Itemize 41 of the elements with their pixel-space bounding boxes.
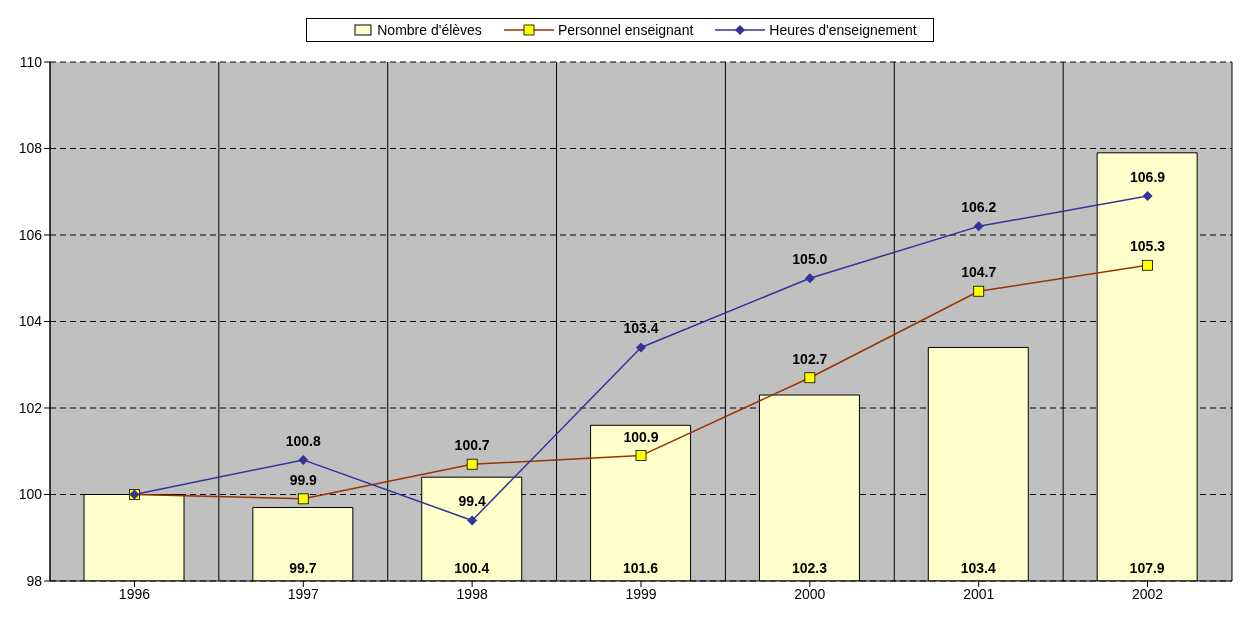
x-tick-label: 1997 bbox=[287, 585, 320, 602]
point bbox=[973, 221, 984, 232]
point bbox=[298, 454, 309, 465]
data-label: 100.9 bbox=[623, 428, 659, 445]
data-label: 102.3 bbox=[791, 560, 828, 576]
data-label: 100.7 bbox=[454, 437, 490, 454]
data-label: 106.9 bbox=[1130, 169, 1166, 186]
data-label: 102.7 bbox=[792, 350, 828, 367]
x-tick-label: 1999 bbox=[625, 585, 657, 602]
point bbox=[804, 273, 815, 284]
x-tick-label: 2000 bbox=[794, 585, 826, 602]
data-label: 104.7 bbox=[961, 264, 997, 281]
data-label: 99.7 bbox=[289, 560, 317, 576]
data-label: 105.0 bbox=[792, 251, 828, 268]
y-tick-label: 104 bbox=[18, 313, 43, 330]
y-tick-label: 106 bbox=[18, 226, 43, 243]
data-label: 103.4 bbox=[623, 320, 659, 337]
x-tick-label: 1998 bbox=[456, 585, 488, 602]
x-tick-label: 2002 bbox=[1131, 585, 1164, 602]
data-label: 99.4 bbox=[458, 493, 486, 510]
data-label: 100.4 bbox=[454, 560, 490, 576]
data-label: 107.9 bbox=[1129, 560, 1165, 576]
legend-label: Personnel enseignant bbox=[557, 22, 694, 38]
y-tick-label: 100 bbox=[18, 486, 43, 503]
data-label: 101.6 bbox=[623, 560, 659, 576]
point bbox=[467, 515, 478, 526]
data-label: 100.8 bbox=[285, 432, 322, 449]
legend-label: Nombre d'élèves bbox=[377, 22, 482, 38]
data-label: 103.4 bbox=[960, 560, 997, 576]
y-tick-label: 108 bbox=[18, 140, 43, 157]
legend-label: Heures d'enseignement bbox=[769, 22, 917, 38]
x-tick-label: 2001 bbox=[963, 585, 995, 602]
data-label: 99.9 bbox=[289, 471, 318, 488]
point bbox=[1142, 191, 1153, 202]
y-tick-label: 110 bbox=[19, 53, 43, 70]
point bbox=[636, 342, 646, 353]
y-tick-label: 98 bbox=[26, 572, 43, 589]
data-label: 105.3 bbox=[1130, 238, 1166, 255]
x-tick-label: 1996 bbox=[118, 585, 151, 602]
data-label: 106.2 bbox=[961, 199, 997, 216]
y-tick-label: 102 bbox=[18, 399, 43, 416]
